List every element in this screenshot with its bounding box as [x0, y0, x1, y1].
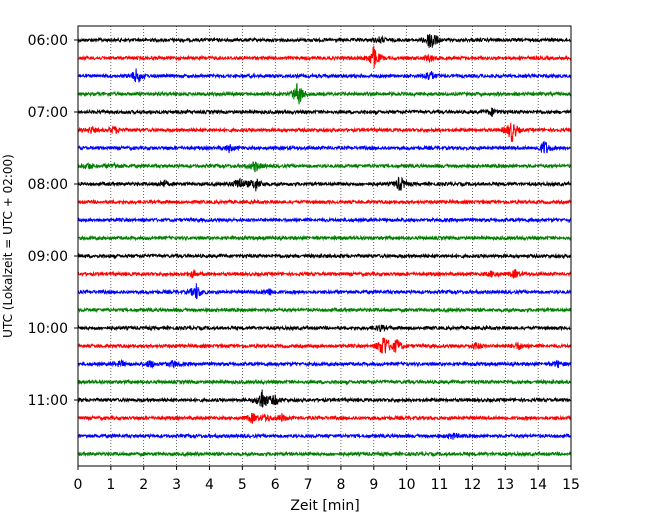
- trace-0645: [77, 82, 572, 105]
- x-tick-label: 8: [336, 477, 345, 493]
- x-tick-label: 10: [398, 477, 416, 493]
- y-tick-label: 08:00: [28, 177, 68, 193]
- trace-0730: [77, 140, 572, 154]
- seismogram-traces: [77, 33, 572, 458]
- x-axis-label: Zeit [min]: [290, 498, 359, 514]
- trace-0700: [77, 107, 572, 117]
- y-tick-label: 09:00: [28, 249, 68, 265]
- grid-lines: [110, 26, 539, 466]
- trace-1130: [77, 432, 572, 440]
- trace-0830: [77, 216, 572, 224]
- y-tick-label: 10:00: [28, 321, 68, 337]
- y-tick-label: 07:00: [28, 105, 68, 121]
- x-tick-label: 12: [463, 477, 481, 493]
- trace-1030: [77, 358, 572, 369]
- y-tick-label: 11:00: [28, 393, 68, 409]
- trace-0945: [77, 306, 572, 314]
- trace-0915: [77, 268, 572, 279]
- x-tick-label: 0: [74, 477, 83, 493]
- x-tick-label: 6: [271, 477, 280, 493]
- trace-1015: [77, 337, 572, 354]
- trace-0900: [77, 252, 572, 260]
- trace-0815: [77, 198, 572, 206]
- trace-1145: [77, 450, 572, 458]
- trace-1000: [77, 324, 572, 333]
- x-tick-label: 2: [139, 477, 148, 493]
- trace-1045: [77, 378, 572, 386]
- plot-frame: [77, 25, 572, 467]
- x-tick-label: 11: [431, 477, 449, 493]
- trace-0845: [77, 234, 572, 242]
- x-axis-ticks: 0 1 2 3 4 5 6 7 8 9 10 11 12 13 14 15: [74, 466, 580, 493]
- trace-0630: [77, 68, 572, 83]
- trace-0715: [77, 122, 572, 143]
- trace-1100: [77, 389, 572, 408]
- trace-1115: [77, 412, 572, 424]
- x-tick-label: 5: [238, 477, 247, 493]
- x-tick-label: 14: [529, 477, 547, 493]
- x-tick-label: 1: [106, 477, 115, 493]
- x-tick-label: 13: [496, 477, 514, 493]
- trace-0930: [77, 283, 572, 300]
- trace-0745: [77, 161, 572, 173]
- x-tick-label: 15: [562, 477, 580, 493]
- y-axis-label: UTC (Lokalzeit = UTC + 02:00): [1, 154, 15, 338]
- x-tick-label: 7: [304, 477, 313, 493]
- x-tick-label: 4: [205, 477, 214, 493]
- x-tick-label: 9: [369, 477, 378, 493]
- x-tick-label: 3: [172, 477, 181, 493]
- trace-0800: [77, 176, 572, 192]
- trace-0600: [77, 33, 572, 48]
- y-axis-ticks: 06:00 07:00 08:00 09:00 10:00 11:00: [28, 33, 78, 409]
- y-tick-label: 06:00: [28, 33, 68, 49]
- trace-0615: [77, 45, 572, 68]
